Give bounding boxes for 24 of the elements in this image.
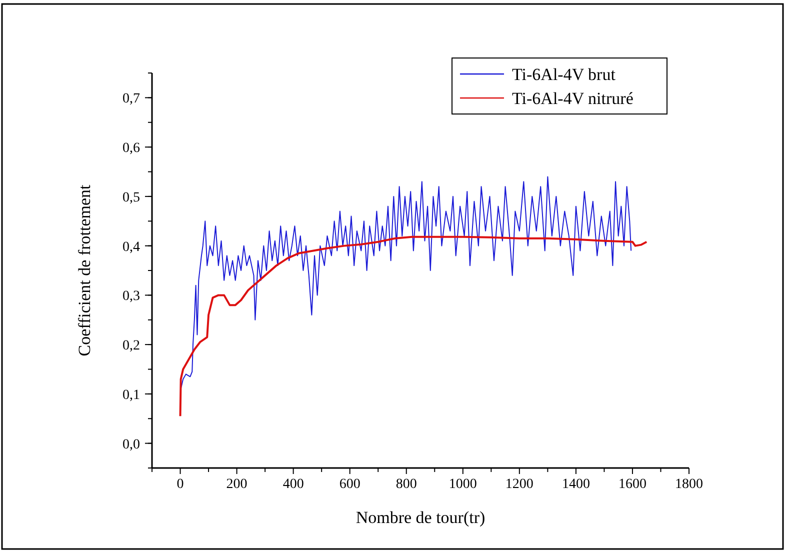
- y-tick-label: 0,5: [122, 190, 140, 206]
- y-tick-label: 0,2: [122, 338, 140, 354]
- x-tick-label: 200: [226, 477, 248, 492]
- x-tick-label: 800: [396, 477, 417, 492]
- y-tick-label: 0,4: [122, 240, 140, 255]
- y-tick-label: 0,1: [122, 388, 140, 403]
- legend-label: Ti-6Al-4V brut: [512, 65, 616, 84]
- y-tick-label: 0,0: [122, 437, 140, 452]
- line-series: [179, 236, 648, 418]
- line-series: [180, 176, 632, 390]
- x-tick-label: 1000: [448, 477, 477, 492]
- y-tick-label: 0,6: [122, 141, 140, 156]
- y-tick-label: 0,7: [122, 92, 140, 107]
- x-tick-label: 1200: [505, 477, 534, 492]
- x-axis-title: Nombre de tour(tr): [356, 508, 486, 527]
- x-tick-label: 600: [339, 477, 360, 492]
- x-tick-label: 400: [282, 477, 304, 492]
- x-tick-label: 1600: [618, 477, 646, 492]
- legend-label: Ti-6Al-4V nitruré: [512, 89, 634, 108]
- x-tick-label: 0: [176, 477, 184, 492]
- y-tick-label: 0,3: [122, 289, 140, 304]
- x-tick-label: 1800: [675, 477, 703, 492]
- x-tick-label: 1400: [562, 477, 590, 492]
- y-axis-title: Coefficient de frottement: [75, 184, 94, 356]
